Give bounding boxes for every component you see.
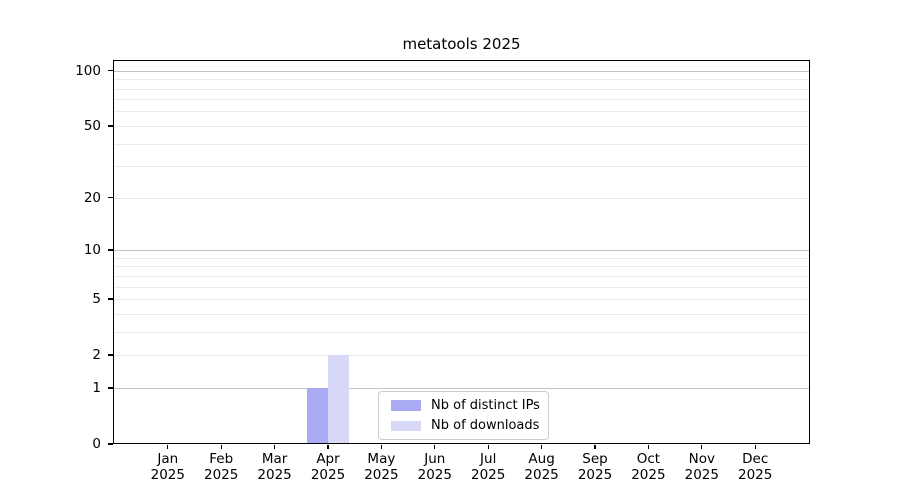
y-tick-20 <box>108 197 113 199</box>
x-tick-apr <box>327 445 329 450</box>
x-tick-mar <box>273 445 276 450</box>
y-tick-label-1: 1 <box>92 379 101 396</box>
axes-frame <box>113 59 810 444</box>
y-tick-label-100: 100 <box>75 62 101 79</box>
gridline-minor-3 <box>114 331 809 333</box>
y-tick-10 <box>108 249 113 251</box>
gridline-major-1 <box>114 387 809 389</box>
x-tick-label-jun: Jun 2025 <box>417 451 452 483</box>
bar-nb-of-downloads-apr <box>328 355 350 444</box>
x-tick-label-nov: Nov 2025 <box>684 451 719 483</box>
x-tick-jan <box>167 445 169 450</box>
x-tick-label-jul: Jul 2025 <box>471 451 506 483</box>
x-tick-label-may: May 2025 <box>364 451 399 483</box>
bar-nb-of-distinct-ips-apr <box>306 387 328 444</box>
y-tick-label-20: 20 <box>83 189 101 206</box>
gridline-minor-90 <box>114 79 809 81</box>
legend-item-distinct-ips: Nb of distinct IPs <box>391 397 540 414</box>
x-tick-sep <box>594 445 596 450</box>
legend-label-distinct-ips: Nb of distinct IPs <box>431 397 540 413</box>
gridline-minor-2 <box>114 355 809 357</box>
gridline-minor-6 <box>114 286 809 288</box>
gridline-minor-7 <box>114 275 809 277</box>
legend: Nb of distinct IPs Nb of downloads <box>378 391 549 440</box>
gridline-minor-5 <box>114 299 809 301</box>
gridline-minor-4 <box>114 313 809 315</box>
gridline-minor-80 <box>114 88 809 90</box>
y-tick-2 <box>108 354 113 356</box>
x-tick-label-jan: Jan 2025 <box>150 451 185 483</box>
gridline-minor-8 <box>114 266 809 268</box>
x-tick-aug <box>540 445 543 450</box>
gridline-minor-50 <box>114 125 809 127</box>
x-tick-jul <box>487 445 489 450</box>
y-tick-0 <box>108 443 113 445</box>
y-tick-label-10: 10 <box>83 242 101 259</box>
legend-swatch-downloads <box>391 420 421 431</box>
y-tick-1 <box>108 387 113 389</box>
gridline-minor-60 <box>114 111 809 113</box>
legend-item-downloads: Nb of downloads <box>391 418 540 435</box>
x-tick-label-oct: Oct 2025 <box>631 451 666 483</box>
gridline-major-100 <box>114 70 809 72</box>
chart-title: metatools 2025 <box>402 35 521 53</box>
x-tick-label-sep: Sep 2025 <box>577 451 613 483</box>
y-tick-label-5: 5 <box>92 291 101 308</box>
legend-swatch-distinct-ips <box>391 400 421 411</box>
x-tick-oct <box>647 445 650 450</box>
x-tick-may <box>380 445 383 450</box>
x-tick-label-aug: Aug 2025 <box>524 451 559 483</box>
x-tick-label-dec: Dec 2025 <box>738 451 773 483</box>
gridline-minor-30 <box>114 166 809 168</box>
x-tick-label-mar: Mar 2025 <box>257 451 292 483</box>
y-tick-5 <box>108 298 113 300</box>
x-tick-nov <box>701 445 703 450</box>
legend-label-downloads: Nb of downloads <box>431 418 540 434</box>
gridline-minor-40 <box>114 143 809 145</box>
y-tick-50 <box>108 125 113 127</box>
x-tick-label-apr: Apr 2025 <box>310 451 346 483</box>
gridline-minor-20 <box>114 197 809 199</box>
x-tick-label-feb: Feb 2025 <box>204 451 239 483</box>
x-tick-dec <box>754 445 756 450</box>
y-tick-label-2: 2 <box>92 347 101 364</box>
x-tick-feb <box>220 445 222 450</box>
gridline-minor-70 <box>114 99 809 101</box>
gridline-major-10 <box>114 250 809 252</box>
y-tick-label-0: 0 <box>92 436 101 452</box>
y-tick-label-50: 50 <box>83 117 101 134</box>
gridline-minor-9 <box>114 257 809 259</box>
x-tick-jun <box>434 445 436 450</box>
y-tick-100 <box>108 70 113 72</box>
